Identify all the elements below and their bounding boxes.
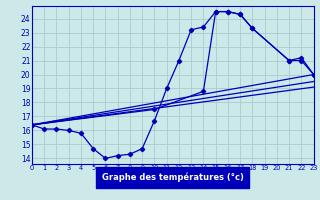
X-axis label: Graphe des températures (°c): Graphe des températures (°c) xyxy=(102,173,244,182)
